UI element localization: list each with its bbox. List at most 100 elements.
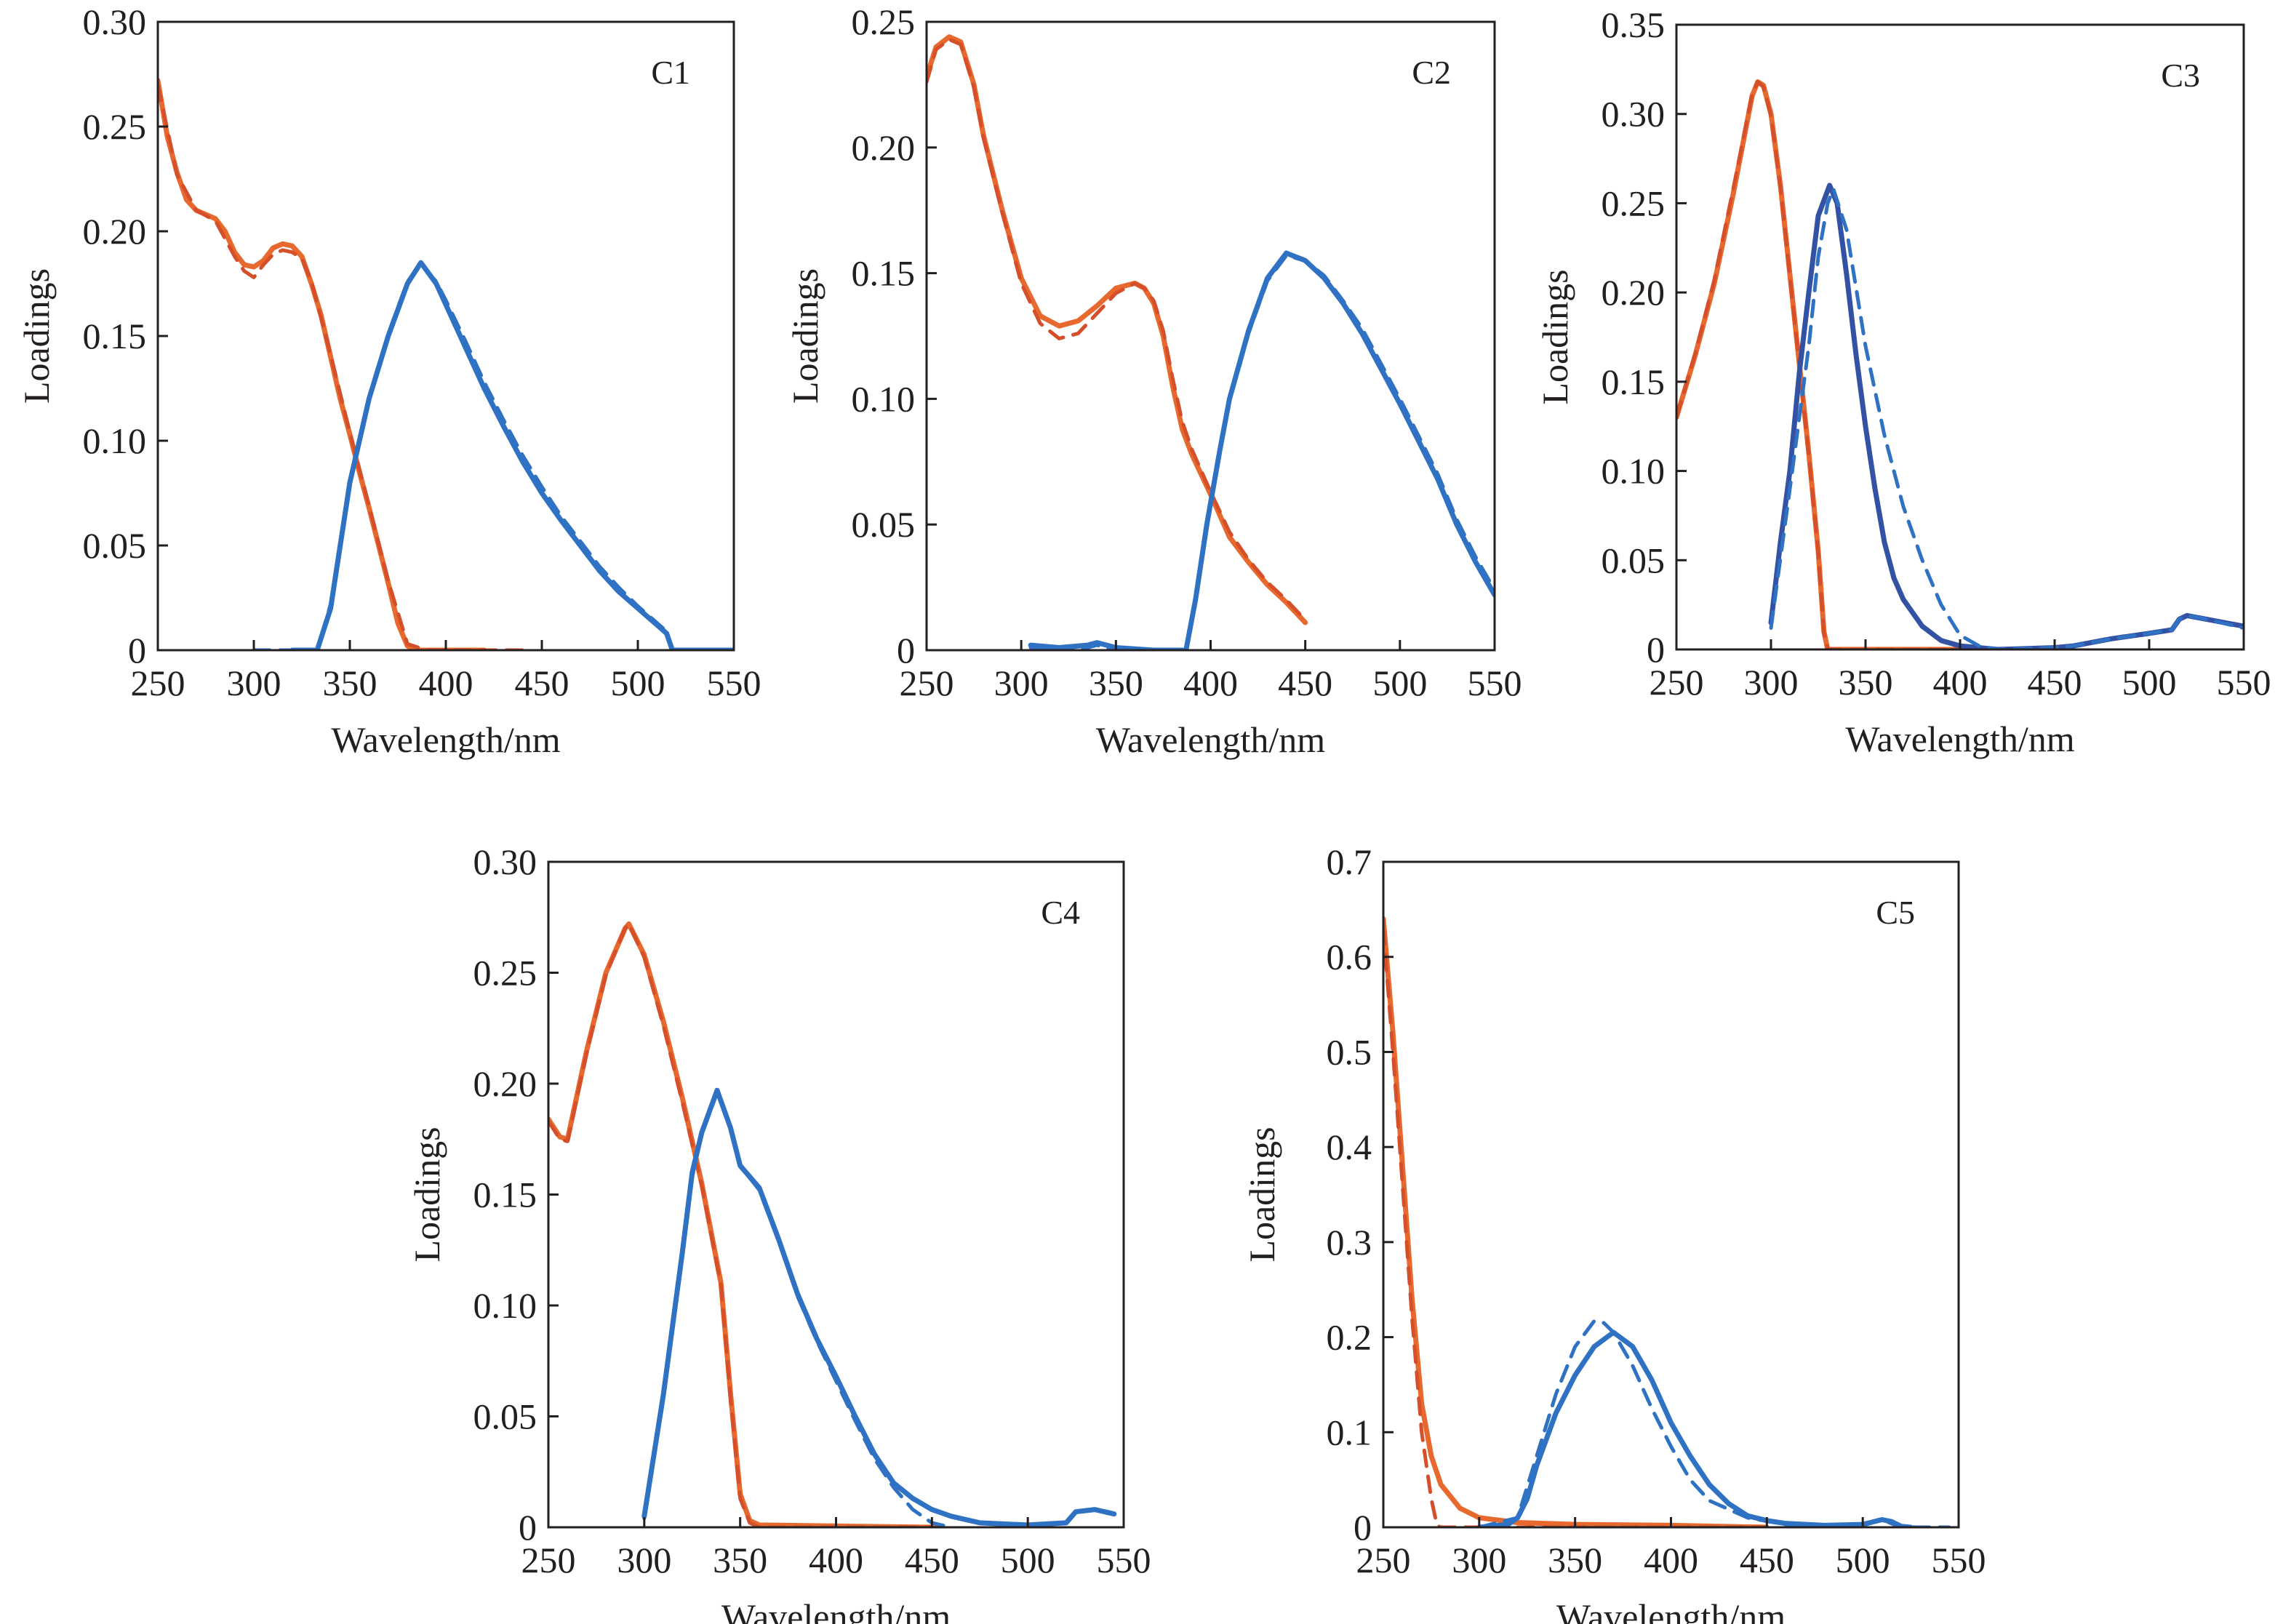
y-tick-label: 0.4 xyxy=(1327,1127,1372,1167)
x-tick-label: 400 xyxy=(809,1540,863,1580)
series-line-solid-excitation xyxy=(1383,916,1770,1527)
x-axis-title: Wavelength/nm xyxy=(721,1596,951,1624)
panel-label: C1 xyxy=(651,54,690,91)
y-tick-label: 0.10 xyxy=(83,420,147,461)
y-tick-label: 0 xyxy=(1647,629,1665,670)
x-tick-label: 300 xyxy=(617,1540,671,1580)
x-tick-label: 500 xyxy=(1836,1540,1890,1580)
y-tick-label: 0.7 xyxy=(1327,841,1372,882)
panel-c4: 250 300 350 400 450 500 550 0 0.05 0.10 0.15 0.20 0.… xyxy=(407,841,1151,1624)
y-tick-label: 0.15 xyxy=(852,253,916,294)
series-line-dashed-emission xyxy=(1477,1319,1951,1527)
y-tick-label: 0.2 xyxy=(1327,1317,1372,1358)
x-tick-label: 500 xyxy=(1372,663,1427,703)
y-axis-title: Loadings xyxy=(16,268,57,404)
series-line-dashed-emission xyxy=(1028,253,1495,650)
x-axis-title: Wavelength/nm xyxy=(331,719,560,760)
x-tick-label: 250 xyxy=(1650,662,1704,703)
y-tick-label: 0.30 xyxy=(83,1,147,42)
x-tick-label: 400 xyxy=(419,663,473,703)
panel-c5: 250 300 350 400 450 500 550 0 0.1 0.2 0.3 0.4 0.5 0.6… xyxy=(1242,841,1986,1624)
series-line-dashed-excitation xyxy=(548,921,943,1527)
y-tick-label: 0.05 xyxy=(1602,540,1666,580)
y-tick-label: 0.20 xyxy=(852,127,916,168)
x-tick-label: 350 xyxy=(1839,662,1893,703)
series-line-dashed-emission xyxy=(1769,187,2244,649)
x-tick-label: 500 xyxy=(611,663,665,703)
x-tick-label: 500 xyxy=(1001,1540,1055,1580)
x-tick-label: 300 xyxy=(994,663,1049,703)
x-tick-label: 550 xyxy=(707,663,761,703)
y-axis-title: Loadings xyxy=(785,268,825,404)
y-tick-label: 0.15 xyxy=(1602,361,1666,402)
panel-label: C3 xyxy=(2161,57,2200,94)
series-line-dashed-excitation xyxy=(1383,927,1769,1527)
y-tick-label: 0.10 xyxy=(473,1285,537,1326)
x-tick-label: 350 xyxy=(1548,1540,1602,1580)
x-axis-title: Wavelength/nm xyxy=(1096,719,1325,760)
x-tick-label: 250 xyxy=(1356,1540,1411,1580)
x-tick-label: 550 xyxy=(2217,662,2271,703)
series-line-solid-emission xyxy=(1768,183,2244,649)
y-tick-label: 0.3 xyxy=(1327,1222,1372,1263)
y-axis-title: Loadings xyxy=(1242,1127,1282,1262)
plot-frame xyxy=(547,860,1125,1529)
x-tick-label: 500 xyxy=(2122,662,2177,703)
panel-label: C4 xyxy=(1041,894,1080,931)
y-tick-label: 0.20 xyxy=(473,1063,537,1104)
y-tick-label: 0.25 xyxy=(473,953,537,993)
x-tick-label: 300 xyxy=(1452,1540,1506,1580)
x-tick-label: 450 xyxy=(905,1540,959,1580)
y-tick-label: 0 xyxy=(1354,1507,1372,1548)
series-line-solid-emission xyxy=(641,1087,1117,1527)
series-line-solid-emission xyxy=(289,260,734,650)
x-tick-label: 550 xyxy=(1468,663,1522,703)
y-tick-label: 0.10 xyxy=(852,378,916,419)
x-tick-label: 250 xyxy=(131,663,185,703)
x-tick-label: 450 xyxy=(515,663,569,703)
x-tick-label: 350 xyxy=(1089,663,1143,703)
x-tick-label: 300 xyxy=(227,663,281,703)
x-tick-label: 400 xyxy=(1183,663,1238,703)
panel-label: C5 xyxy=(1876,894,1915,931)
panel-c1: 250 300 350 400 450 500 550 0 0.05 0.10 0.15 0.20 0.… xyxy=(16,1,761,760)
y-tick-label: 0 xyxy=(128,630,146,671)
x-tick-label: 350 xyxy=(323,663,377,703)
x-tick-label: 550 xyxy=(1097,1540,1151,1580)
x-axis-title: Wavelength/nm xyxy=(1556,1596,1786,1624)
y-tick-label: 0.25 xyxy=(1602,183,1666,223)
x-tick-label: 400 xyxy=(1933,662,1988,703)
panel-c2: 250 300 350 400 450 500 550 0 0.05 0.10 0.15 0.20 0.… xyxy=(785,1,1522,760)
plot-frame xyxy=(1675,23,2245,651)
x-tick-label: 450 xyxy=(1278,663,1332,703)
series-line-solid-excitation xyxy=(548,921,935,1527)
y-tick-label: 0.6 xyxy=(1327,937,1372,977)
y-tick-label: 0.05 xyxy=(852,504,916,545)
series-line-solid-excitation xyxy=(1676,79,1986,649)
y-axis-title: Loadings xyxy=(1535,269,1575,404)
series-line-dashed-excitation xyxy=(927,37,1308,622)
series-line-dashed-excitation xyxy=(158,82,535,650)
panel-label: C2 xyxy=(1412,54,1451,91)
y-tick-label: 0.10 xyxy=(1602,451,1666,492)
y-tick-label: 0.05 xyxy=(473,1396,537,1437)
x-tick-label: 350 xyxy=(713,1540,767,1580)
series-line-solid-excitation xyxy=(158,78,487,650)
x-tick-label: 250 xyxy=(521,1540,576,1580)
y-tick-label: 0.30 xyxy=(473,841,537,882)
y-tick-label: 0.05 xyxy=(83,525,147,566)
x-tick-label: 450 xyxy=(2028,662,2082,703)
y-tick-label: 0.35 xyxy=(1602,4,1666,45)
y-tick-label: 0.15 xyxy=(83,316,147,356)
panel-c3: 250 300 350 400 450 500 550 0 0.05 0.10 0.15 0.20 0.… xyxy=(1535,4,2271,759)
y-tick-label: 0 xyxy=(519,1507,537,1548)
y-tick-label: 0.5 xyxy=(1327,1031,1372,1072)
x-axis-title: Wavelength/nm xyxy=(1845,719,2074,759)
y-tick-label: 0 xyxy=(897,630,915,671)
y-tick-label: 0.25 xyxy=(852,1,916,42)
y-tick-label: 0.20 xyxy=(83,211,147,252)
x-tick-label: 450 xyxy=(1740,1540,1794,1580)
x-tick-label: 300 xyxy=(1744,662,1799,703)
y-tick-label: 0.25 xyxy=(83,106,147,147)
